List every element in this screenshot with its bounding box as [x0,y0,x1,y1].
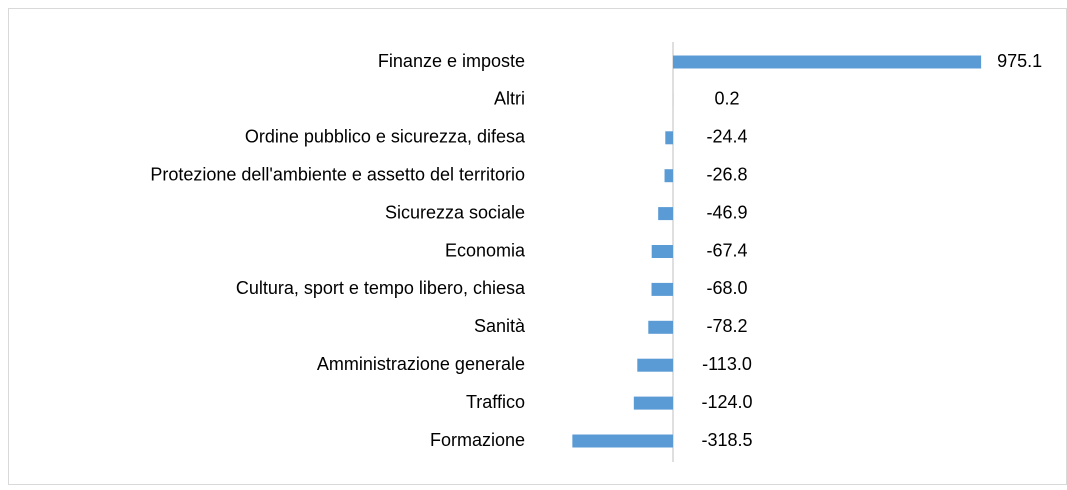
category-label: Traffico [466,392,525,412]
data-label: -46.9 [706,202,747,222]
category-label: Cultura, sport e tempo libero, chiesa [236,278,526,298]
bar [572,435,673,448]
bar [652,245,673,258]
category-label: Economia [445,240,526,260]
bar [648,321,673,334]
data-label: -124.0 [701,392,752,412]
category-label: Amministrazione generale [317,354,525,374]
category-label: Finanze e imposte [378,51,525,71]
data-label: -68.0 [706,278,747,298]
data-label: 0.2 [714,89,739,109]
data-label: -67.4 [706,240,747,260]
bar [637,359,673,372]
data-label: -113.0 [702,354,752,374]
category-label: Altri [494,89,525,109]
bar [658,207,673,220]
category-label: Sanità [474,316,526,336]
bar [665,131,673,144]
data-label: -78.2 [706,316,747,336]
category-label: Formazione [430,430,525,450]
bar [665,169,673,182]
bar [673,56,981,69]
data-label: 975.1 [997,51,1042,71]
chart-border [9,9,1067,485]
data-label: -24.4 [706,127,747,147]
bar [652,283,673,296]
data-label: -318.5 [701,430,752,450]
data-label: -26.8 [706,164,747,184]
bar [634,397,673,410]
category-label: Sicurezza sociale [385,202,525,222]
category-label: Protezione dell'ambiente e assetto del t… [150,164,525,184]
category-label: Ordine pubblico e sicurezza, difesa [245,127,526,147]
